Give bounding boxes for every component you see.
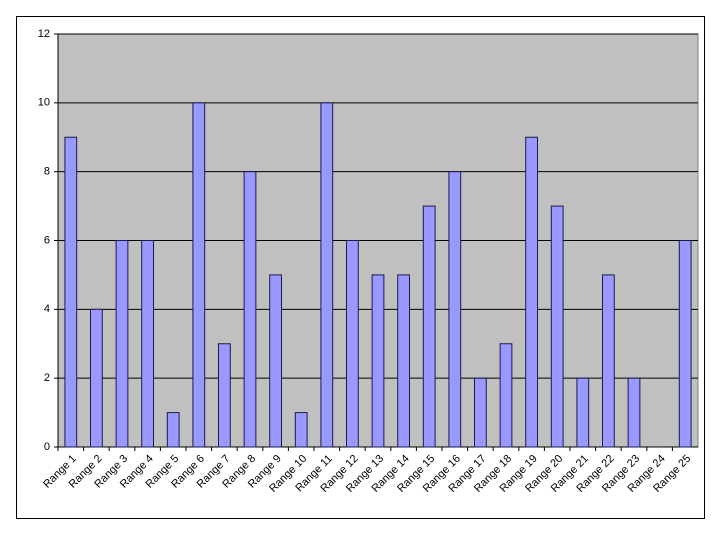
bar bbox=[115, 240, 129, 448]
y-tick-label: 12 bbox=[38, 28, 50, 40]
bar bbox=[525, 136, 538, 448]
bar bbox=[602, 274, 615, 448]
bar bbox=[64, 136, 78, 448]
bar bbox=[371, 274, 385, 448]
bar bbox=[141, 240, 154, 448]
bar bbox=[678, 240, 692, 448]
bar bbox=[448, 171, 462, 448]
y-tick-label: 6 bbox=[44, 234, 50, 246]
y-tick-label: 8 bbox=[44, 166, 50, 178]
bar bbox=[499, 343, 513, 448]
bar bbox=[243, 171, 257, 448]
bar bbox=[397, 274, 410, 448]
bar bbox=[550, 205, 564, 448]
bar bbox=[474, 377, 487, 448]
bar bbox=[320, 102, 334, 448]
bar bbox=[90, 308, 103, 448]
bar bbox=[627, 377, 641, 448]
y-tick-label: 10 bbox=[38, 97, 50, 109]
bar bbox=[346, 240, 359, 448]
bar bbox=[422, 205, 436, 448]
bar bbox=[576, 377, 590, 448]
bar bbox=[192, 102, 206, 448]
bar bbox=[218, 343, 231, 448]
y-tick-label: 4 bbox=[44, 303, 50, 315]
y-tick-label: 0 bbox=[44, 441, 50, 453]
bar bbox=[269, 274, 282, 448]
y-tick-label: 2 bbox=[44, 372, 50, 384]
bar bbox=[294, 412, 308, 448]
bar bbox=[166, 412, 180, 448]
